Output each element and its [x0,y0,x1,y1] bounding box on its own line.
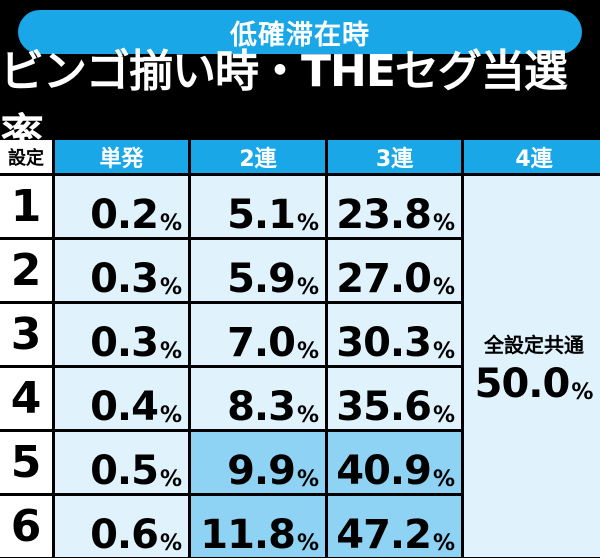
percent-sign: % [159,403,182,428]
rate-value: 8.3 [227,384,296,430]
rate-table: 設定 単発 2連 3連 4連 1 0.2% 5.1% 23.8% 全設定共通 5… [0,140,600,557]
shared-rate-value: 50.0 [474,361,571,407]
rate-value: 35.6 [336,384,432,430]
rate-cell: 30.3% [328,304,461,365]
rate-value: 7.0 [227,320,296,366]
percent-sign: % [432,275,455,300]
percent-sign: % [432,467,455,492]
rate-cell: 0.4% [55,368,188,429]
rate-cell-highlighted: 40.9% [328,432,461,493]
corner-header: 設定 [0,140,52,173]
percent-sign: % [159,275,182,300]
setting-label: 5 [0,432,52,493]
rate-value: 11.8 [200,512,296,558]
column-header-4-chain: 4連 [464,140,600,173]
rate-value: 0.4 [90,384,159,430]
column-header-single: 単発 [55,140,188,173]
percent-sign: % [296,467,319,492]
rate-value: 40.9 [336,448,432,494]
rate-cell: 23.8% [328,176,461,237]
rate-cell-highlighted: 11.8% [191,496,325,557]
percent-sign: % [159,531,182,556]
mode-badge: 低確滞在時 [18,10,582,54]
percent-sign: % [571,380,594,405]
percent-sign: % [159,339,182,364]
rate-cell: 0.3% [55,304,188,365]
rate-cell-highlighted: 47.2% [328,496,461,557]
column-header-2-chain: 2連 [191,140,325,173]
rate-cell-highlighted: 9.9% [191,432,325,493]
rate-value: 0.5 [90,448,159,494]
rate-cell: 0.2% [55,176,188,237]
percent-sign: % [296,403,319,428]
rate-cell: 5.9% [191,240,325,301]
rate-value: 0.3 [90,256,159,302]
rate-value: 9.9 [227,448,296,494]
column-header-3-chain: 3連 [328,140,461,173]
percent-sign: % [432,403,455,428]
setting-label: 6 [0,496,52,557]
setting-label: 4 [0,368,52,429]
rate-value: 5.1 [227,192,296,238]
rate-cell: 35.6% [328,368,461,429]
rate-cell: 0.6% [55,496,188,557]
percent-sign: % [432,339,455,364]
percent-sign: % [296,275,319,300]
rate-value: 0.3 [90,320,159,366]
percent-sign: % [296,211,319,236]
percent-sign: % [159,467,182,492]
shared-rate: 50.0% [475,364,594,404]
rate-value: 23.8 [336,192,432,238]
setting-label: 2 [0,240,52,301]
page-title: ビンゴ揃い時・THEセグ当選率 [0,46,568,161]
rate-value: 0.2 [90,192,159,238]
rate-value: 0.6 [90,512,159,558]
rate-cell: 0.3% [55,240,188,301]
rate-cell: 27.0% [328,240,461,301]
rate-value: 47.2 [336,512,432,558]
setting-label: 3 [0,304,52,365]
rate-cell: 7.0% [191,304,325,365]
percent-sign: % [432,211,455,236]
percent-sign: % [296,339,319,364]
all-settings-common-label: 全設定共通 [484,333,584,357]
rate-cell: 0.5% [55,432,188,493]
rate-value: 27.0 [336,256,432,302]
percent-sign: % [296,531,319,556]
percent-sign: % [159,211,182,236]
shared-4-chain-cell: 全設定共通 50.0% [464,176,600,557]
setting-label: 1 [0,176,52,237]
rate-value: 5.9 [227,256,296,302]
rate-cell: 8.3% [191,368,325,429]
percent-sign: % [432,531,455,556]
rate-cell: 5.1% [191,176,325,237]
rate-value: 30.3 [336,320,432,366]
